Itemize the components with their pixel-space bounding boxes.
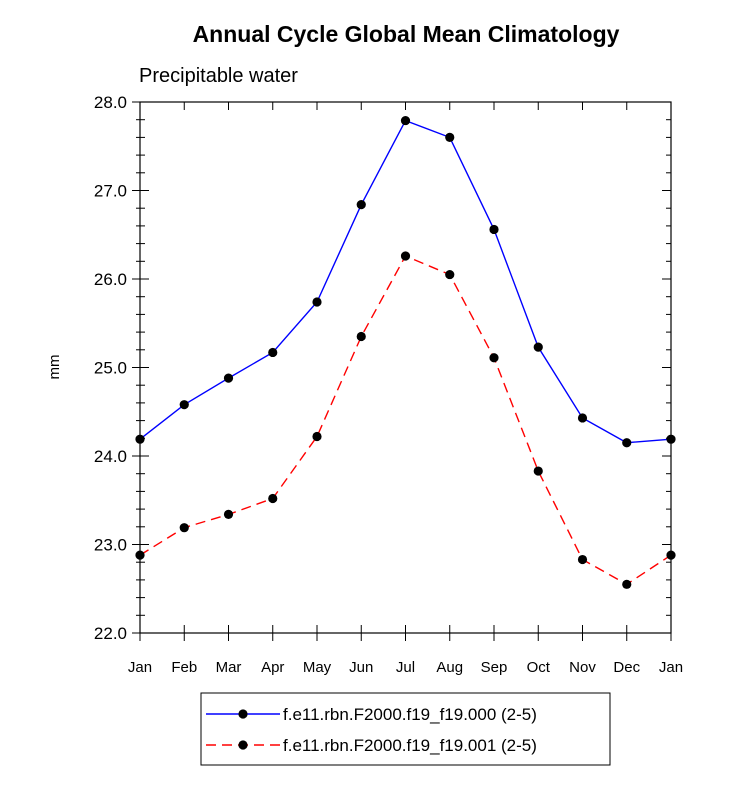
data-point: [533, 466, 543, 476]
data-point: [268, 493, 278, 504]
legend-marker: [238, 709, 248, 719]
x-tick-label: Dec: [613, 659, 640, 676]
data-point: [312, 431, 322, 442]
legend-box: [200, 692, 611, 766]
data-point: [223, 373, 234, 383]
x-tick-label: Jul: [396, 659, 415, 676]
legend-items: f.e11.rbn.F2000.f19_f19.000 (2-5) f.e11.r…: [206, 705, 537, 755]
data-point: [223, 509, 234, 520]
y-tick-label: 26.0: [94, 270, 127, 289]
data-point: [356, 200, 366, 210]
data-point: [445, 132, 455, 142]
data-point: [400, 251, 411, 261]
data-point: [445, 269, 455, 280]
series-line: [139, 119, 672, 444]
x-tick-label: Jun: [349, 659, 373, 676]
y-tick-label: 23.0: [94, 536, 127, 555]
data-point: [577, 413, 588, 423]
data-point: [356, 331, 366, 342]
x-tick-label: Aug: [436, 659, 463, 676]
y-tick-label: 27.0: [94, 182, 127, 201]
data-point: [179, 400, 189, 410]
data-point: [268, 347, 278, 358]
y-tick-label: 22.0: [94, 624, 127, 643]
y-tick-label: 28.0: [94, 93, 127, 112]
x-tick-label: Sep: [481, 659, 508, 676]
data-point: [622, 579, 632, 589]
legend-label: f.e11.rbn.F2000.f19_f19.000 (2-5): [283, 705, 537, 724]
x-tick-label: May: [303, 659, 332, 676]
tick-labels: Jan Feb Mar Apr May Jun Jul Aug Sep Oct Nov Dec Jan2…: [94, 93, 683, 676]
series-group: [135, 115, 676, 589]
data-point: [622, 438, 632, 448]
legend: f.e11.rbn.F2000.f19_f19.000 (2-5) f.e11.r…: [200, 692, 611, 766]
data-point: [400, 115, 411, 126]
data-point: [312, 297, 322, 307]
data-point: [577, 554, 588, 565]
data-point: [489, 224, 499, 235]
x-tick-label: Mar: [216, 659, 242, 676]
y-tick-label: 24.0: [94, 447, 127, 466]
x-tick-label: Jan: [659, 659, 683, 676]
plot-frame: [139, 101, 672, 634]
x-tick-label: Nov: [569, 659, 596, 676]
x-tick-label: Apr: [261, 659, 284, 676]
x-tick-label: Feb: [171, 659, 197, 676]
legend-label: f.e11.rbn.F2000.f19_f19.001 (2-5): [283, 736, 537, 755]
x-tick-label: Jan: [128, 659, 152, 676]
x-tick-label: Oct: [527, 659, 551, 676]
axis-ticks: [132, 101, 672, 641]
y-axis-label: mm: [46, 355, 63, 380]
legend-marker: [238, 740, 248, 750]
chart-title: Annual Cycle Global Mean Climatology: [193, 21, 620, 47]
data-point: [533, 342, 543, 352]
chart-subtitle: Precipitable water: [139, 65, 298, 87]
series-line: [139, 255, 672, 586]
data-point: [179, 523, 189, 533]
y-tick-label: 25.0: [94, 359, 127, 378]
data-point: [489, 353, 499, 363]
